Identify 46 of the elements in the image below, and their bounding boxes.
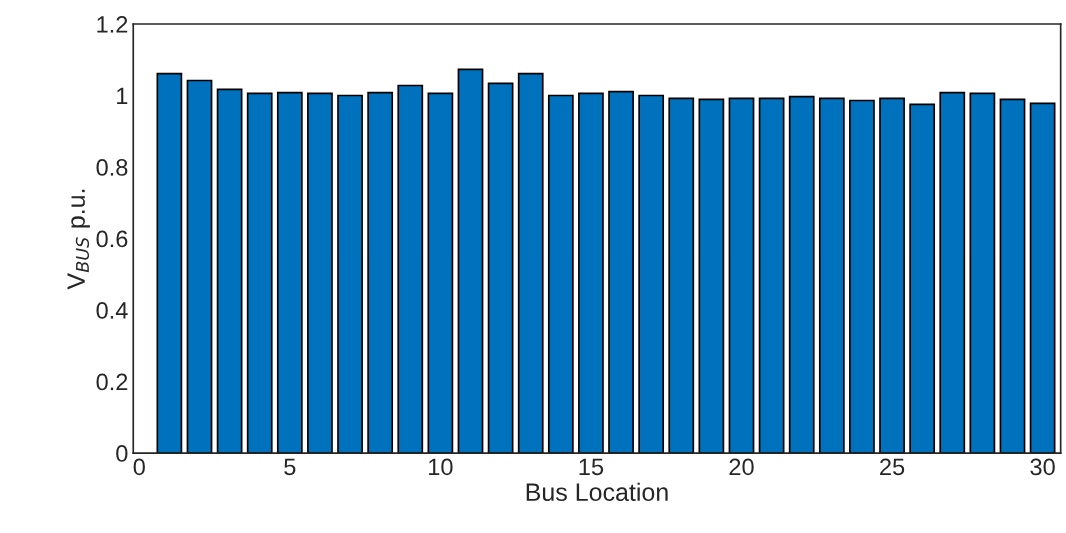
y-tick-label: 0.6 xyxy=(96,230,128,248)
bar xyxy=(698,98,725,454)
x-tick-label: 0 xyxy=(133,458,145,476)
bar xyxy=(849,99,875,454)
x-tick-label: 10 xyxy=(429,458,453,476)
y-tick-label: 0.8 xyxy=(96,159,128,176)
bar xyxy=(608,90,634,454)
bar xyxy=(427,92,454,454)
bar xyxy=(638,94,665,454)
x-tick-label: 15 xyxy=(579,458,604,476)
bar xyxy=(969,92,996,454)
x-axis-title: Bus Location xyxy=(526,482,668,502)
bar xyxy=(788,95,815,454)
bar xyxy=(547,94,574,454)
bar xyxy=(1029,102,1056,454)
bar xyxy=(728,97,755,454)
x-tick-label: 20 xyxy=(729,458,754,476)
y-tick-label: 0.2 xyxy=(96,373,128,391)
bar xyxy=(367,91,394,454)
y-tick-label: 1.2 xyxy=(97,16,128,33)
bar xyxy=(578,92,604,454)
y-tick-label: 1 xyxy=(117,87,128,105)
bar xyxy=(156,72,183,454)
bar xyxy=(246,92,273,454)
bar xyxy=(216,88,243,454)
bar xyxy=(307,92,333,454)
bar xyxy=(668,97,695,454)
y-tick-label: 0.4 xyxy=(96,302,128,319)
bar xyxy=(909,103,936,454)
x-tick-label: 30 xyxy=(1030,458,1055,476)
bar xyxy=(517,72,544,454)
bar xyxy=(879,97,905,454)
bar xyxy=(487,82,514,454)
bar xyxy=(939,91,966,454)
bar xyxy=(758,97,785,454)
bar xyxy=(397,84,424,454)
y-tick-label: 0 xyxy=(116,445,128,462)
y-axis-title: V$_{BUS}$ p.u. xyxy=(67,189,90,290)
bar xyxy=(999,98,1026,454)
bar xyxy=(818,97,845,454)
x-tick-label: 5 xyxy=(284,458,296,476)
x-tick-label: 25 xyxy=(880,458,905,476)
bar xyxy=(186,79,213,454)
bar xyxy=(276,91,303,454)
bar xyxy=(337,94,363,454)
bar xyxy=(457,68,484,454)
